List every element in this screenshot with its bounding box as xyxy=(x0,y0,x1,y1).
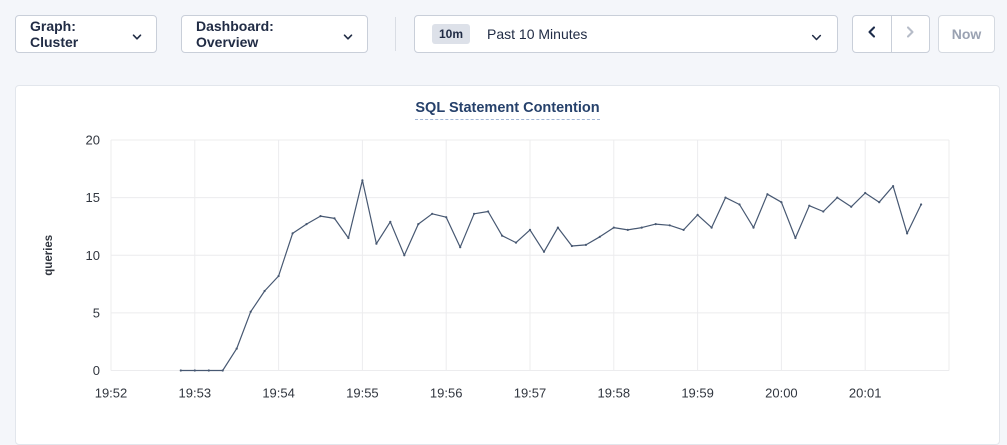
data-point xyxy=(780,201,783,204)
dashboard-dropdown-label: Dashboard: Overview xyxy=(196,18,274,50)
dashboard-dropdown[interactable]: Dashboard: Overview xyxy=(181,15,368,53)
data-point xyxy=(277,274,280,278)
data-point xyxy=(305,223,308,226)
data-point xyxy=(822,210,825,213)
chevron-down-icon xyxy=(343,29,353,40)
data-point xyxy=(487,210,490,213)
chart-title-row: SQL Statement Contention xyxy=(16,99,999,120)
time-range-picker[interactable]: 10m Past 10 Minutes xyxy=(414,15,838,53)
x-tick-label: 19:55 xyxy=(346,386,379,401)
x-tick-label: 19:52 xyxy=(95,386,128,401)
step-back-button[interactable] xyxy=(853,16,891,52)
data-point xyxy=(668,224,671,227)
data-point xyxy=(920,203,923,206)
data-point xyxy=(752,226,755,229)
time-range-badge: 10m xyxy=(432,24,471,44)
data-point xyxy=(235,347,238,350)
time-range-label: Past 10 Minutes xyxy=(487,26,588,42)
x-tick-label: 19:58 xyxy=(598,386,631,401)
chart-title[interactable]: SQL Statement Contention xyxy=(415,100,600,120)
sql-contention-chart: 0 5 10 15 20 19:52 19:53 19:54 19:55 19:56 19:57 19… xyxy=(43,133,950,401)
data-point xyxy=(403,254,406,257)
data-point xyxy=(361,179,364,182)
data-point xyxy=(514,241,518,244)
data-point xyxy=(249,310,252,313)
data-point xyxy=(291,232,294,235)
data-point xyxy=(263,289,266,293)
data-point xyxy=(738,203,741,206)
step-forward-button[interactable] xyxy=(890,16,930,52)
data-point xyxy=(710,226,713,229)
data-point xyxy=(333,217,336,220)
chevron-down-icon xyxy=(811,30,822,48)
data-point xyxy=(794,236,797,240)
data-point xyxy=(528,228,532,231)
data-point xyxy=(459,246,462,249)
data-point xyxy=(207,369,210,372)
time-step-controls xyxy=(852,15,930,53)
data-point xyxy=(626,228,629,231)
data-point xyxy=(682,228,685,231)
data-point xyxy=(221,369,224,372)
data-point xyxy=(501,234,504,237)
data-point xyxy=(878,201,881,204)
graph-dropdown-label: Graph: Cluster xyxy=(30,18,79,50)
x-tick-label: 19:57 xyxy=(514,386,547,401)
x-tick-label: 20:01 xyxy=(849,386,882,401)
x-tick-label: 20:00 xyxy=(765,386,798,401)
data-point xyxy=(556,226,560,229)
y-tick-label: 0 xyxy=(93,363,100,378)
data-point xyxy=(640,226,643,229)
data-point xyxy=(654,223,657,226)
data-point xyxy=(724,196,727,199)
data-line xyxy=(180,179,922,372)
data-point xyxy=(319,215,322,218)
chart-card: SQL Statement Contention 0 5 10 15 20 19:52 19… xyxy=(15,85,1000,445)
data-point xyxy=(598,235,601,238)
x-tick-label: 19:59 xyxy=(681,386,714,401)
data-point xyxy=(850,205,853,208)
data-point xyxy=(570,244,574,248)
now-button[interactable]: Now xyxy=(938,15,995,53)
chevron-right-icon xyxy=(903,25,917,44)
data-point xyxy=(542,250,546,253)
x-tick-label: 19:53 xyxy=(179,386,212,401)
graph-dropdown[interactable]: Graph: Cluster xyxy=(15,15,157,53)
chevron-left-icon xyxy=(865,25,879,44)
y-tick-label: 20 xyxy=(86,133,100,148)
data-point xyxy=(193,369,196,372)
data-point xyxy=(808,204,811,207)
data-point xyxy=(766,193,769,196)
data-point xyxy=(906,232,909,235)
data-point xyxy=(836,196,839,199)
x-tick-label: 19:54 xyxy=(262,386,295,401)
y-tick-label: 5 xyxy=(93,305,100,320)
y-axis-label: queries xyxy=(43,235,55,276)
data-point xyxy=(612,226,615,229)
data-point xyxy=(179,369,182,372)
data-point xyxy=(417,223,420,226)
data-point xyxy=(864,191,867,195)
data-point xyxy=(473,212,476,215)
data-point xyxy=(431,212,434,215)
y-tick-label: 10 xyxy=(86,248,100,263)
data-point xyxy=(347,236,350,240)
data-point xyxy=(892,185,895,188)
toolbar-divider xyxy=(395,17,396,51)
data-point xyxy=(445,216,448,219)
data-point xyxy=(375,242,378,245)
data-point xyxy=(696,213,699,216)
x-tick-label: 19:56 xyxy=(430,386,463,401)
data-point xyxy=(584,243,588,246)
data-point xyxy=(389,220,392,223)
chevron-down-icon xyxy=(132,29,142,40)
y-tick-label: 15 xyxy=(86,190,100,205)
